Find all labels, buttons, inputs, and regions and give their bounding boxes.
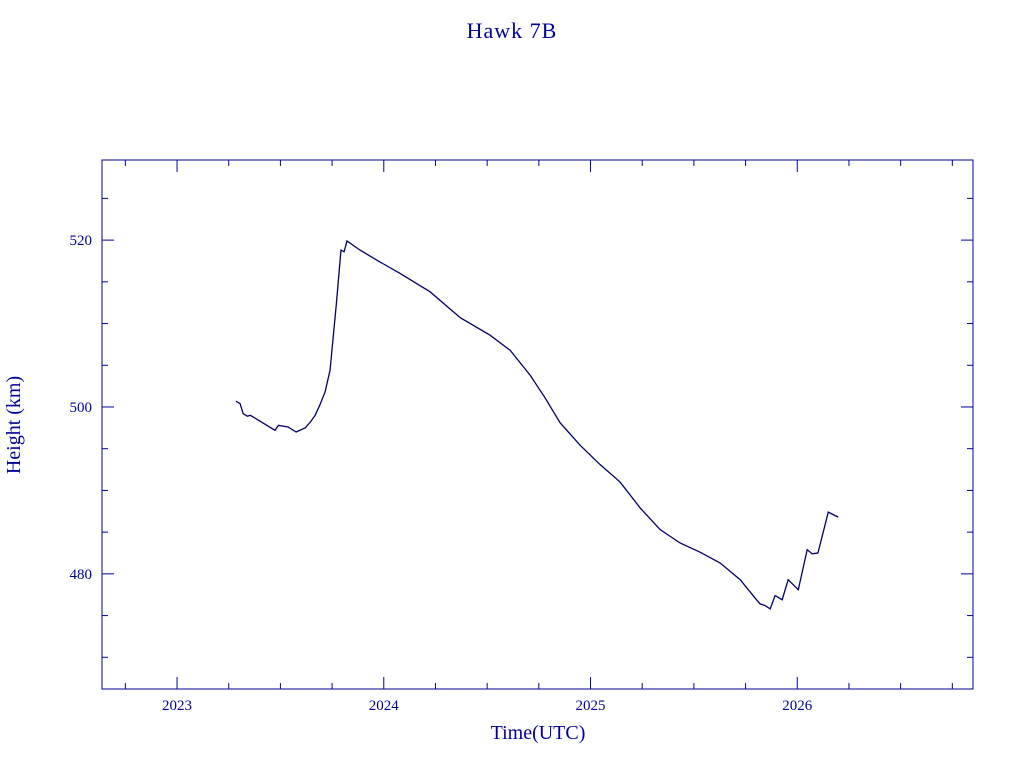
x-tick-label: 2026	[782, 698, 813, 714]
data-line	[235, 239, 839, 610]
y-tick-label: 480	[70, 567, 93, 583]
y-axis-label: Height (km)	[3, 376, 25, 474]
y-tick-label: 500	[70, 400, 93, 416]
plot-frame	[101, 159, 974, 690]
x-tick-label: 2023	[162, 698, 192, 714]
x-tick-label: 2025	[576, 698, 606, 714]
x-tick-label: 2024	[369, 698, 400, 714]
x-axis-label: Time(UTC)	[491, 722, 586, 744]
chart-title: Hawk 7B	[467, 18, 558, 43]
y-tick-label: 520	[70, 233, 93, 249]
